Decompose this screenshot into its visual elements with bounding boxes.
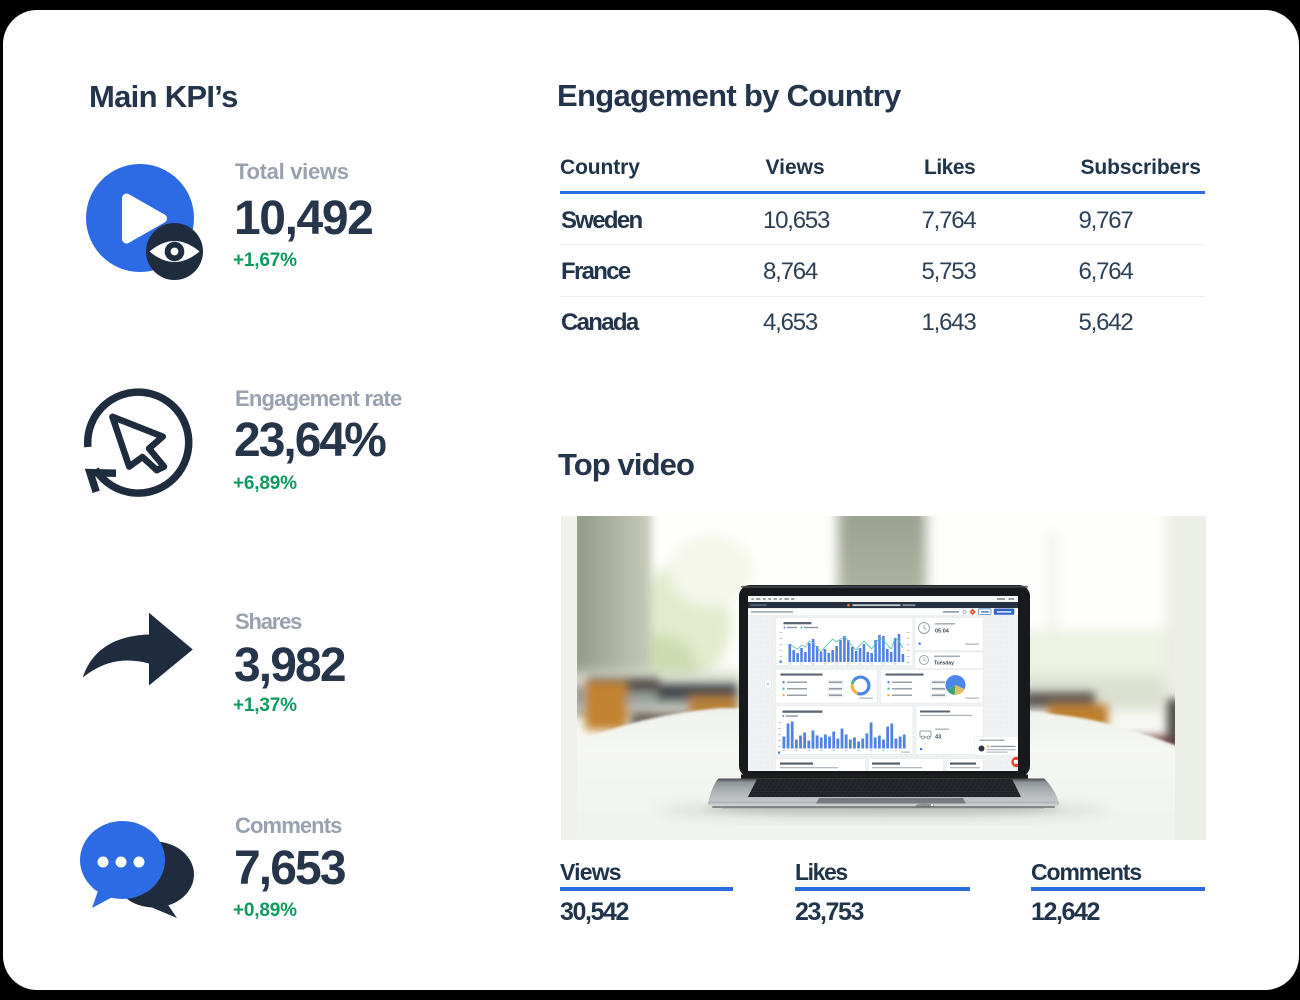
- svg-text:05:04: 05:04: [935, 629, 949, 635]
- svg-text:Tuesday: Tuesday: [934, 661, 954, 667]
- svg-text:43: 43: [935, 735, 941, 741]
